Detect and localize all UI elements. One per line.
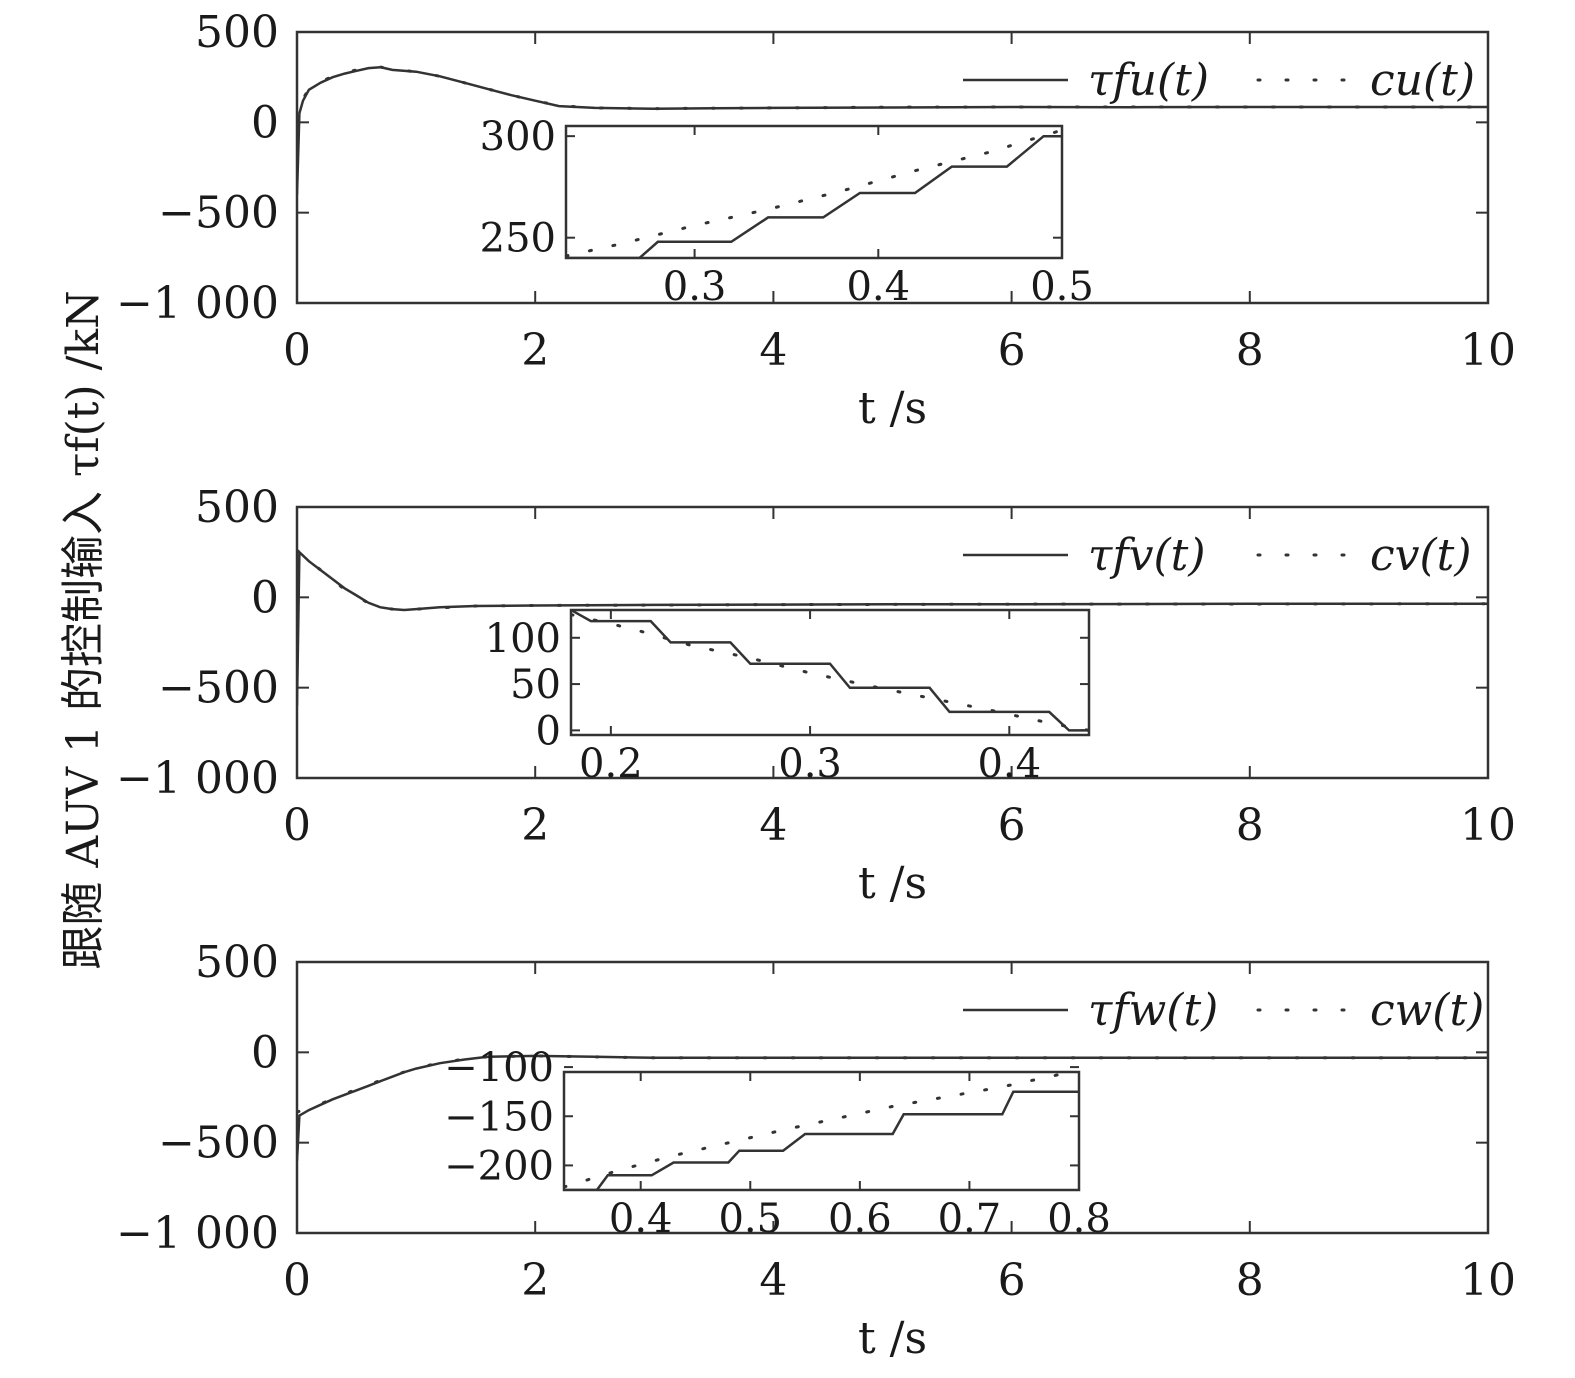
inset-series-line-τfv(t): [571, 610, 1089, 732]
x-tick-label: 0: [283, 325, 311, 376]
inset-frame: [564, 124, 1064, 260]
x-axis-label: t /s: [858, 1313, 927, 1364]
inset-y-tick-label: 50: [510, 662, 561, 708]
inset-x-tick-label: 0.4: [846, 264, 910, 310]
plot-frame: [295, 505, 1490, 780]
legend-entry: cw(t): [1370, 985, 1484, 1036]
x-tick-label: 2: [521, 800, 549, 851]
inset-frame: [562, 1070, 1081, 1192]
inset-x-tick-label: 0.7: [938, 1196, 1002, 1242]
inset-series-line-τfw(t): [564, 1090, 1079, 1190]
y-tick-label: −1 000: [116, 278, 279, 329]
x-tick-label: 10: [1460, 800, 1516, 851]
y-tick-label: 500: [195, 7, 279, 58]
y-tick-label: −500: [158, 663, 279, 714]
y-tick-label: 500: [195, 482, 279, 533]
y-axis-label: 跟随 AUV 1 的控制输入 τf(t) /kN: [58, 290, 109, 969]
inset-series-line-τfu(t): [566, 134, 1062, 258]
inset-x-tick-label: 0.3: [663, 264, 727, 310]
x-tick-label: 8: [1236, 800, 1264, 851]
inset-y-tick-label: 300: [480, 114, 556, 160]
series-group: [297, 1054, 1488, 1161]
inset-x-tick-label: 0.5: [718, 1196, 782, 1242]
inset-frame: [569, 608, 1091, 737]
x-tick-label: 4: [759, 800, 787, 851]
x-tick-label: 8: [1236, 325, 1264, 376]
y-tick-label: 0: [251, 1027, 279, 1078]
x-tick-label: 8: [1236, 1255, 1264, 1306]
inset-1: 0.3 0.4 0.5 300 250: [480, 114, 1094, 310]
x-tick-label: 10: [1460, 1255, 1516, 1306]
inset-series-group: [571, 610, 1089, 732]
legend-entry: cu(t): [1370, 55, 1475, 106]
y-tick-label: −1 000: [116, 1208, 279, 1259]
x-tick-label: 2: [521, 325, 549, 376]
inset-x-tick-label: 0.3: [778, 741, 842, 787]
y-tick-label: 0: [251, 572, 279, 623]
inset-series-line-cw(t): [564, 1072, 1079, 1189]
inset-series-group: [564, 1072, 1079, 1190]
x-tick-label: 4: [759, 325, 787, 376]
inset-x-tick-label: 0.4: [609, 1196, 673, 1242]
series-line-τfv(t): [297, 549, 1488, 706]
legend-entry: τfv(t): [1088, 530, 1206, 581]
x-tick-label: 2: [521, 1255, 549, 1306]
x-tick-label: 6: [998, 1255, 1026, 1306]
y-tick-label: −500: [158, 188, 279, 239]
x-axis-label: t /s: [858, 383, 927, 434]
y-tick-label: −500: [158, 1118, 279, 1169]
inset-x-tick-label: 0.5: [1030, 264, 1094, 310]
inset-x-tick-label: 0.6: [828, 1196, 892, 1242]
series-line-cv(t): [297, 548, 1488, 612]
x-tick-label: 4: [759, 1255, 787, 1306]
y-tick-label: −1 000: [116, 753, 279, 804]
inset-3: 0.4 0.5 0.6 0.7 0.8 −100−150−200: [444, 1045, 1111, 1242]
y-tick-label: 500: [195, 937, 279, 988]
x-axis-label: t /s: [858, 858, 927, 909]
x-tick-label: 0: [283, 800, 311, 851]
series-group: [297, 65, 1488, 195]
inset-background: [564, 1072, 1079, 1190]
x-tick-label: 6: [998, 325, 1026, 376]
x-tick-label: 0: [283, 1255, 311, 1306]
inset-y-tick-label: −100: [444, 1045, 554, 1091]
legend-entry: τfw(t): [1088, 985, 1218, 1036]
plot-frame: [295, 30, 1490, 305]
inset-x-tick-label: 0.4: [977, 741, 1041, 787]
inset-y-tick-label: 100: [485, 616, 561, 662]
inset-y-tick-label: −200: [444, 1143, 554, 1189]
series-line-cw(t): [297, 1054, 1488, 1114]
x-tick-label: 10: [1460, 325, 1516, 376]
inset-background: [566, 126, 1062, 258]
inset-x-tick-label: 0.2: [579, 741, 643, 787]
series-line-cu(t): [297, 65, 1488, 124]
series-group: [297, 548, 1488, 706]
inset-background: [571, 610, 1089, 735]
x-tick-label: 6: [998, 800, 1026, 851]
legend-entry: cv(t): [1370, 530, 1472, 581]
inset-x-tick-label: 0.8: [1047, 1196, 1111, 1242]
inset-y-tick-label: −150: [444, 1094, 554, 1140]
plot-frame: [295, 960, 1490, 1235]
legend-entry: τfu(t): [1088, 55, 1209, 106]
inset-y-tick-label: 0: [536, 708, 561, 754]
inset-y-tick-label: 250: [480, 216, 556, 262]
inset-series-group: [566, 128, 1062, 258]
y-tick-label: 0: [251, 97, 279, 148]
series-line-τfw(t): [297, 1054, 1488, 1161]
